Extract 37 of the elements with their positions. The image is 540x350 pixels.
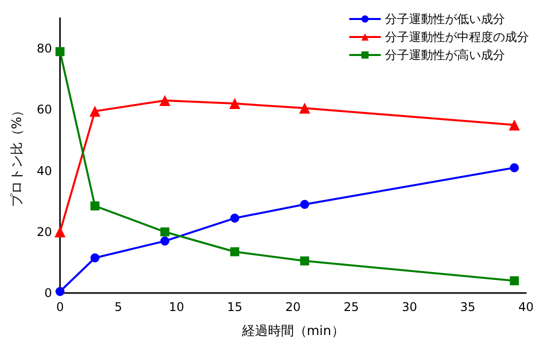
y-tick-label: 80 xyxy=(36,42,52,56)
y-tick-label: 20 xyxy=(36,224,52,239)
point xyxy=(90,201,100,210)
legend-label: 分子運動性が低い成分 xyxy=(385,12,505,26)
point xyxy=(510,276,519,286)
y-tick-label: 40 xyxy=(36,164,52,178)
point xyxy=(160,236,170,246)
x-tick-label: 0 xyxy=(56,300,64,314)
legend-label: 分子運動性が高い成分 xyxy=(385,48,505,62)
y-tick-label: 60 xyxy=(36,102,52,117)
x-tick-label: 35 xyxy=(460,300,476,314)
point xyxy=(159,95,170,106)
x-tick-label: 5 xyxy=(114,300,122,314)
y-tick-label: 0 xyxy=(44,286,52,300)
point xyxy=(89,106,100,117)
point xyxy=(300,256,310,266)
y-axis-title: プロトン比（%） xyxy=(10,104,25,208)
point xyxy=(230,247,240,256)
x-tick-label: 40 xyxy=(518,300,534,314)
point xyxy=(510,163,519,172)
point xyxy=(54,226,66,238)
x-tick-label: 25 xyxy=(344,300,359,314)
point xyxy=(90,253,100,262)
x-tick-label: 30 xyxy=(402,300,418,314)
point xyxy=(230,214,240,223)
x-axis-title: 経過時間（min） xyxy=(240,324,344,339)
point xyxy=(160,227,170,236)
legend-label: 分子運動性が中程度の成分 xyxy=(385,30,529,44)
point xyxy=(229,98,240,110)
x-tick-label: 15 xyxy=(227,300,242,314)
x-tick-label: 10 xyxy=(168,300,184,314)
point xyxy=(300,200,310,209)
point xyxy=(299,102,310,114)
point xyxy=(56,286,64,296)
x-tick-label: 20 xyxy=(285,300,301,314)
point xyxy=(508,119,520,130)
point xyxy=(56,47,64,56)
